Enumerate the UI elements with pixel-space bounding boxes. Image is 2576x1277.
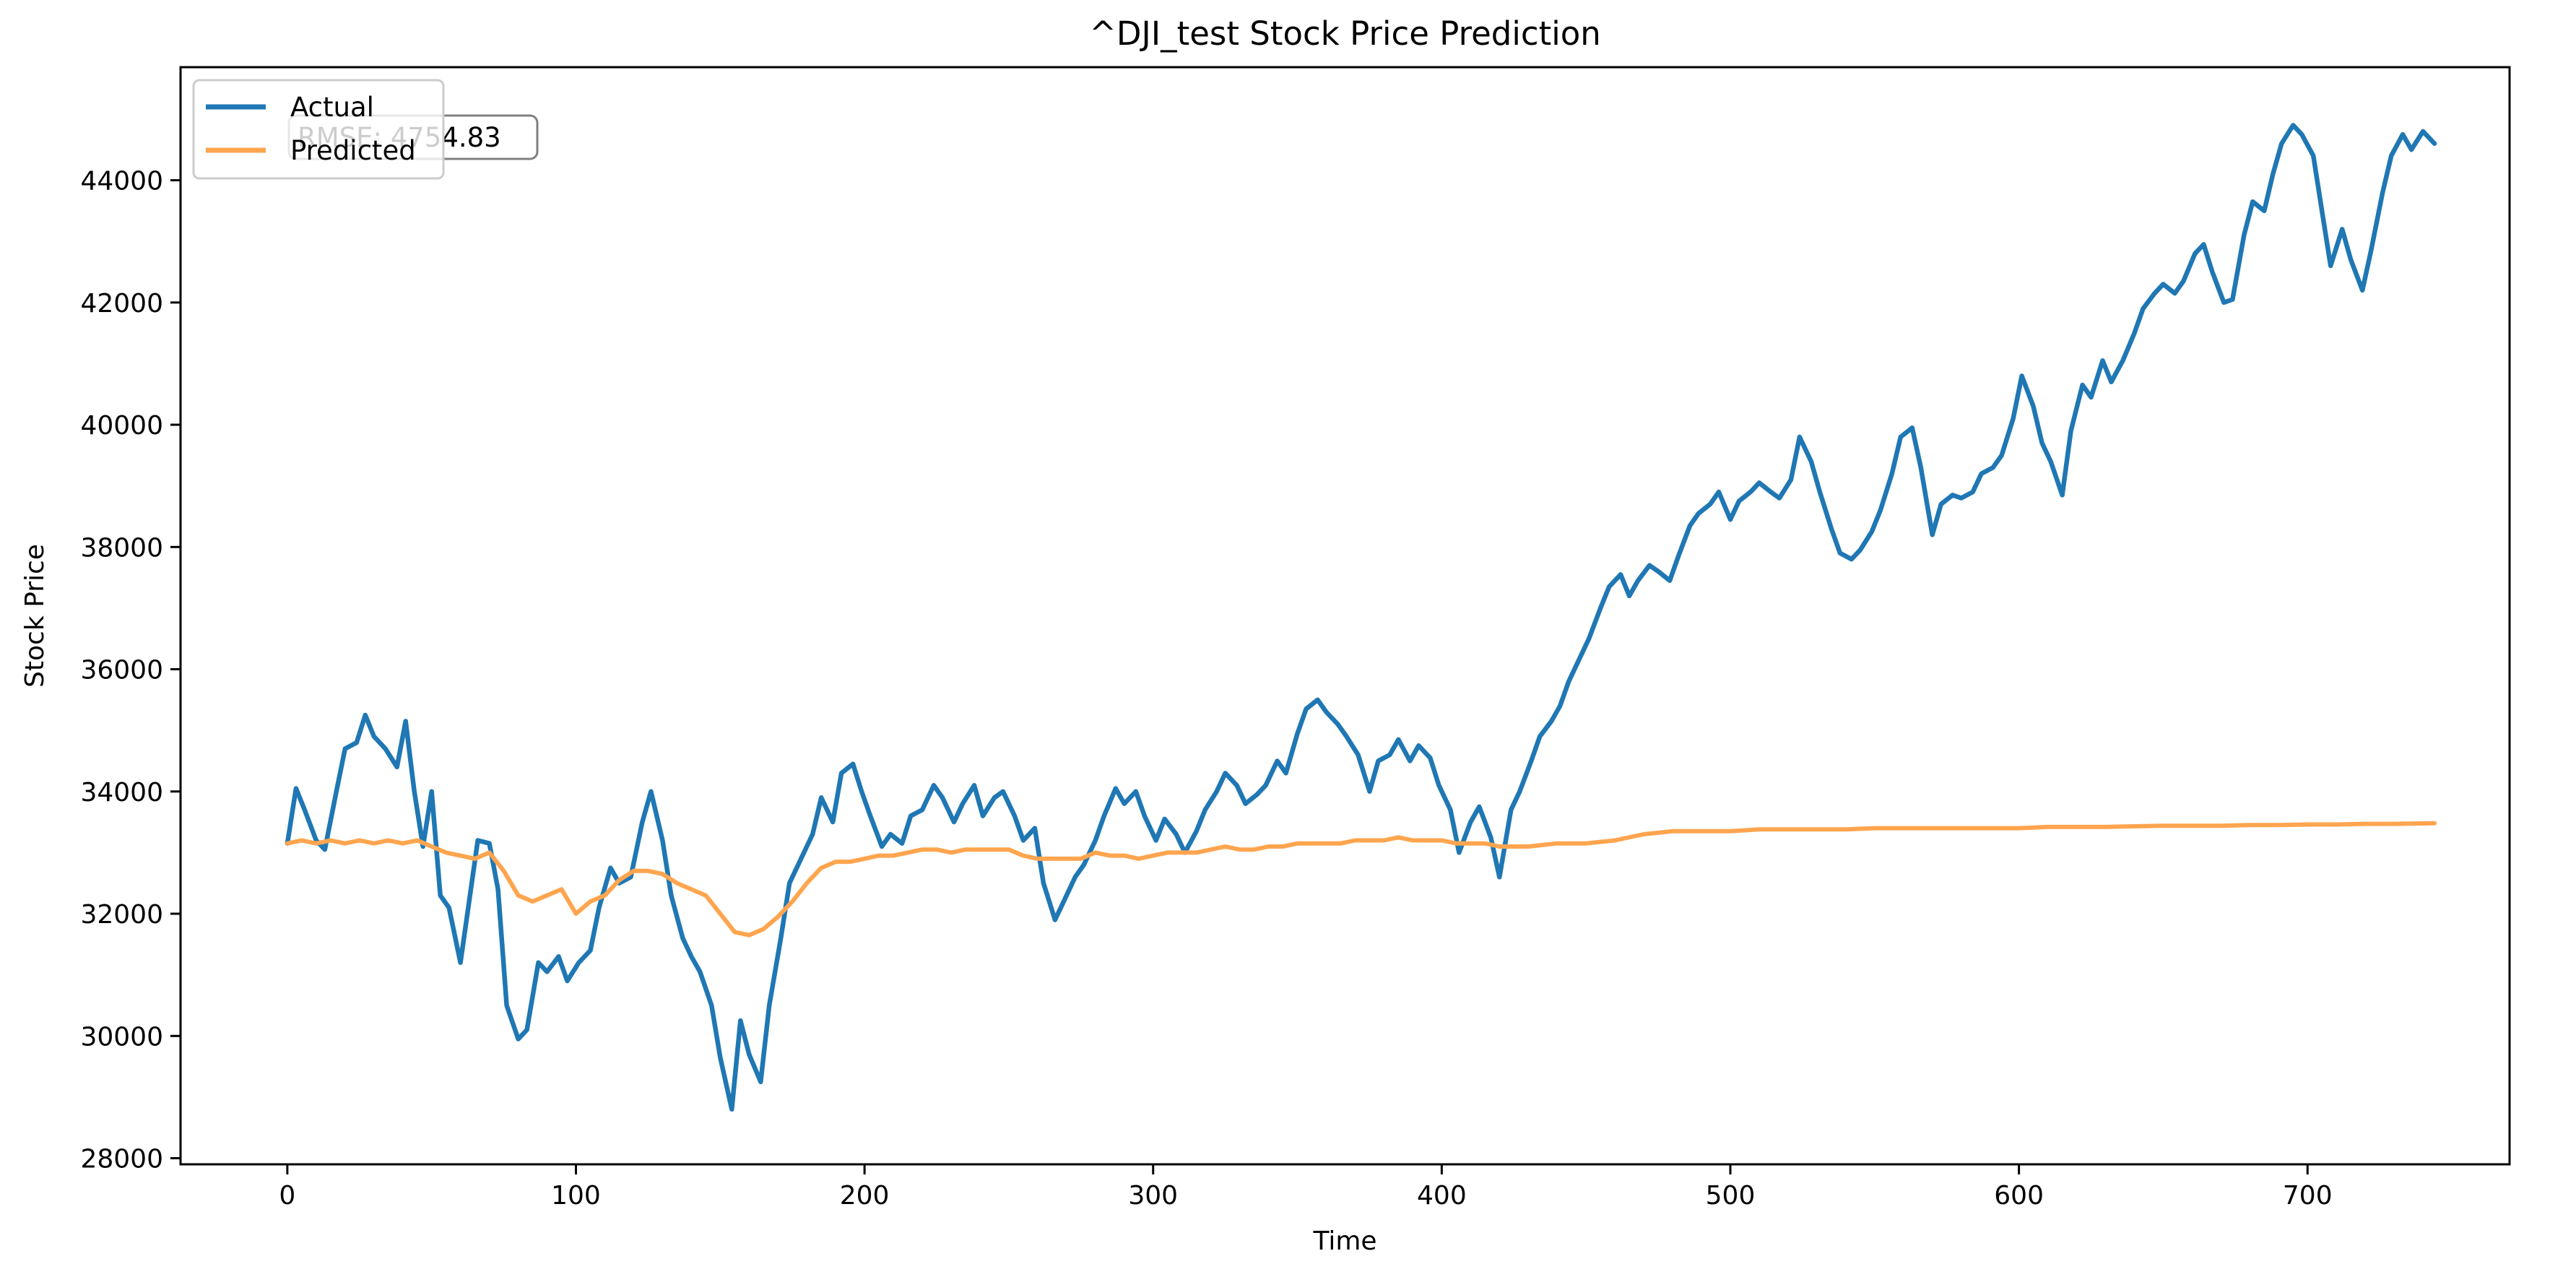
y-tick-label: 32000 (80, 900, 163, 930)
y-tick-label: 34000 (80, 778, 163, 808)
chart-title: ^DJI_test Stock Price Prediction (1089, 14, 1601, 53)
y-tick-label: 28000 (80, 1145, 163, 1174)
x-axis-label: Time (1312, 1226, 1376, 1256)
y-tick-label: 38000 (80, 533, 163, 563)
plot-area: 0 100 200 300 400 500 600 700 28000 30000 32000 34… (80, 66, 2511, 1211)
x-axis: 0 100 200 300 400 500 600 700 (279, 1164, 2333, 1211)
legend: Actual Predicted (192, 79, 445, 180)
x-tick-label: 400 (1417, 1181, 1467, 1211)
x-tick-label: 0 (279, 1181, 295, 1211)
y-tick-label: 44000 (80, 167, 163, 196)
x-tick-label: 700 (2283, 1181, 2333, 1211)
series-line-predicted (285, 821, 2437, 938)
y-axis-label: Stock Price (20, 544, 50, 688)
x-tick-label: 200 (840, 1181, 890, 1211)
y-tick-label: 30000 (80, 1022, 163, 1052)
legend-label-predicted: Predicted (290, 135, 416, 166)
x-tick-label: 500 (1706, 1181, 1756, 1211)
x-tick-label: 300 (1128, 1181, 1178, 1211)
series-line-actual (285, 123, 2437, 1112)
series-group (285, 123, 2437, 1112)
y-tick-label: 42000 (80, 289, 163, 319)
legend-label-actual: Actual (290, 92, 374, 123)
y-tick-label: 40000 (80, 411, 163, 441)
x-tick-label: 100 (551, 1181, 601, 1211)
x-tick-label: 600 (1994, 1181, 2044, 1211)
y-axis: 28000 30000 32000 34000 36000 38000 40000 42000… (80, 167, 181, 1174)
y-tick-label: 36000 (80, 656, 163, 685)
